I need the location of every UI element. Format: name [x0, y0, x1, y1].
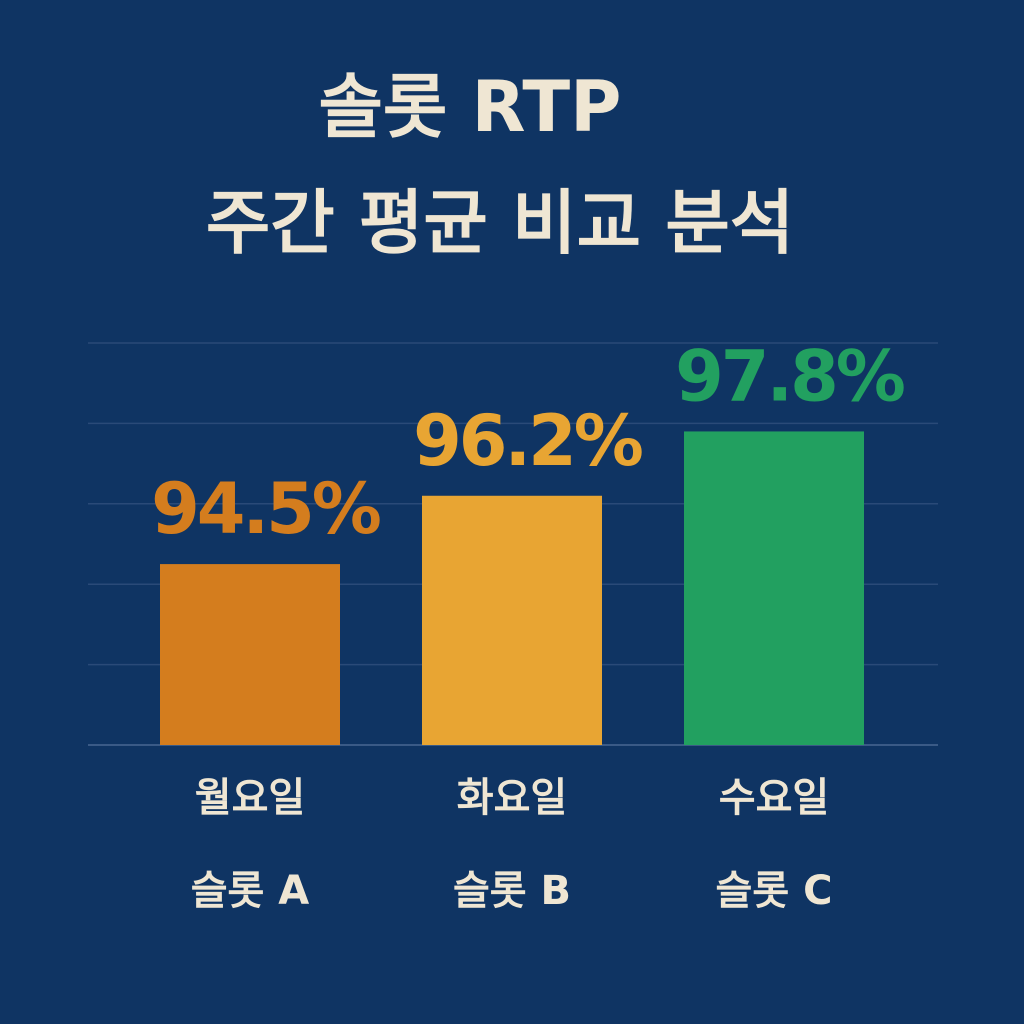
bar: [160, 564, 340, 745]
value-label: 97.8%: [675, 335, 904, 417]
bar: [422, 495, 602, 745]
x-tick-label: 수요일: [719, 775, 829, 821]
x-tick-label: 화요일: [457, 775, 567, 821]
bar: [684, 431, 864, 745]
x-tick-label: 월요일: [195, 775, 305, 821]
chart-title: 솔롯 RTP: [319, 66, 622, 148]
chart-title: 주간 평균 비교 분석: [206, 182, 794, 264]
x-tick-label: 슬롯 A: [191, 868, 310, 914]
x-tick-label: 슬롯 C: [716, 868, 833, 914]
x-tick-label: 슬롯 B: [453, 868, 571, 914]
value-label: 94.5%: [151, 468, 380, 550]
value-label: 96.2%: [413, 400, 642, 482]
